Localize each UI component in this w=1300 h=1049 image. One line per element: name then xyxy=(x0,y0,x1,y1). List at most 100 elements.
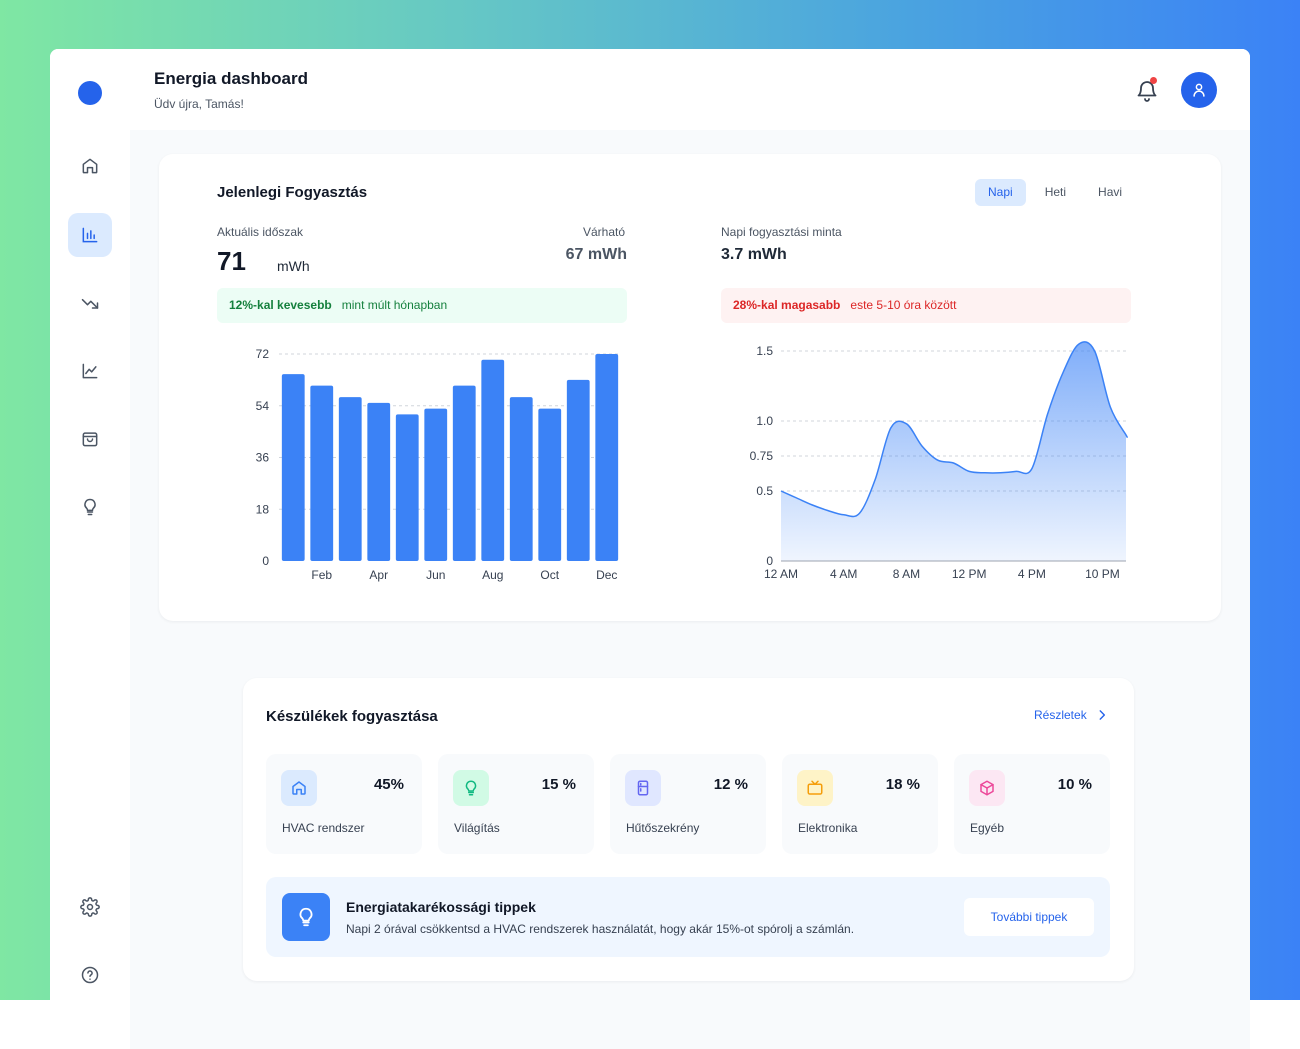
nav-help[interactable] xyxy=(68,953,112,997)
bar xyxy=(424,408,448,561)
device-percent: 15 % xyxy=(541,776,576,793)
devices-card: Készülékek fogyasztása Részletek 45% HVA… xyxy=(243,678,1134,981)
app-window: Energia dashboard Üdv újra, Tamás! Jelen… xyxy=(50,49,1250,1049)
bar xyxy=(509,397,533,561)
period-tabs: Napi Heti Havi xyxy=(975,179,1141,206)
device-name: HVAC rendszer xyxy=(282,821,365,835)
bar xyxy=(367,402,391,561)
x-tick-label: Dec xyxy=(596,568,617,582)
user-icon xyxy=(1193,83,1205,97)
device-percent: 10 % xyxy=(1057,776,1092,793)
energy-tip-box: Energiatakarékossági tippek Napi 2 óráva… xyxy=(266,877,1110,957)
device-tile-fridge[interactable]: 12 % Hűtőszekrény xyxy=(610,754,766,854)
sidebar xyxy=(50,49,130,1049)
bar xyxy=(595,354,619,561)
nav-home[interactable] xyxy=(68,144,112,188)
devices-title: Készülékek fogyasztása xyxy=(266,708,438,725)
x-tick-label: 10 PM xyxy=(1085,567,1120,581)
device-icon-box xyxy=(453,770,489,806)
y-tick-label: 54 xyxy=(256,399,270,413)
tab-havi[interactable]: Havi xyxy=(1098,185,1123,199)
notification-badge xyxy=(1150,77,1157,84)
current-period-label: Aktuális időszak xyxy=(217,225,304,239)
current-value: 71 xyxy=(217,246,246,276)
tip-text: Napi 2 órával csökkentsd a HVAC rendszer… xyxy=(346,922,855,936)
x-tick-label: 12 PM xyxy=(952,567,987,581)
trending-down-icon xyxy=(81,298,99,309)
device-icon-box xyxy=(969,770,1005,806)
avatar[interactable] xyxy=(1181,72,1217,108)
daily-pattern-label: Napi fogyasztási minta xyxy=(721,225,842,239)
device-name: Elektronika xyxy=(798,821,858,835)
y-tick-label: 36 xyxy=(256,451,270,465)
daily-alert-strong: 28%-kal magasabb xyxy=(733,298,841,312)
cube-icon xyxy=(980,780,994,796)
page-subtitle: Üdv újra, Tamás! xyxy=(154,97,244,111)
line-chart-icon xyxy=(82,363,98,379)
bar xyxy=(310,385,334,561)
y-tick-label: 1.0 xyxy=(756,414,773,428)
home-icon xyxy=(292,781,306,795)
x-tick-label: 4 PM xyxy=(1018,567,1046,581)
x-tick-label: 4 AM xyxy=(830,567,857,581)
x-tick-label: Oct xyxy=(540,568,559,582)
monthly-alert-strong: 12%-kal kevesebb xyxy=(229,298,332,312)
more-tips-button[interactable]: További tippek xyxy=(964,898,1094,936)
help-icon xyxy=(81,966,99,984)
x-tick-label: Aug xyxy=(482,568,503,582)
daily-alert-text: este 5-10 óra között xyxy=(850,298,957,312)
device-tile-other[interactable]: 10 % Egyéb xyxy=(954,754,1110,854)
chevron-right-icon xyxy=(1099,710,1105,720)
bar xyxy=(538,408,562,561)
y-tick-label: 0 xyxy=(262,554,269,568)
gear-icon xyxy=(80,897,100,917)
nav-shopping-bag[interactable] xyxy=(68,417,112,461)
header: Energia dashboard Üdv újra, Tamás! xyxy=(130,49,1250,130)
y-tick-label: 72 xyxy=(256,347,270,361)
x-tick-label: Apr xyxy=(369,568,388,582)
bar xyxy=(566,379,590,561)
y-tick-label: 0.75 xyxy=(750,449,774,463)
device-tile-electronics[interactable]: 18 % Elektronika xyxy=(782,754,938,854)
device-percent: 45% xyxy=(373,776,404,793)
device-icon-box xyxy=(797,770,833,806)
monthly-bar-chart: 0 18 36 54 72 Feb Apr Jun Aug Oct Dec xyxy=(256,347,621,582)
tab-napi[interactable]: Napi xyxy=(975,179,1026,206)
lightbulb-icon xyxy=(465,780,477,796)
device-tile-hvac[interactable]: 45% HVAC rendszer xyxy=(266,754,422,854)
bar xyxy=(395,414,419,561)
nav-settings[interactable] xyxy=(68,885,112,929)
bar xyxy=(481,359,505,561)
expected-value: 67 mWh xyxy=(565,246,627,263)
y-tick-label: 18 xyxy=(256,502,270,516)
daily-value: 3.7 mWh xyxy=(721,246,787,263)
area-fill xyxy=(781,341,1128,561)
details-link[interactable]: Részletek xyxy=(1034,708,1109,722)
x-tick-label: 8 AM xyxy=(893,567,920,581)
logo[interactable] xyxy=(78,81,102,105)
monthly-comparison-alert: 12%-kal kevesebb mint múlt hónapban xyxy=(217,288,627,323)
bar xyxy=(452,385,476,561)
nav-lightbulb[interactable] xyxy=(68,485,112,529)
lightbulb-icon xyxy=(299,907,313,927)
device-name: Hűtőszekrény xyxy=(626,821,700,835)
notifications-button[interactable] xyxy=(1135,77,1159,103)
nav-trending-down[interactable] xyxy=(68,281,112,325)
current-unit: mWh xyxy=(277,258,310,274)
bar-chart-icon xyxy=(82,227,98,243)
area-line xyxy=(780,341,1128,518)
x-tick-label: Jun xyxy=(426,568,445,582)
nav-bar-chart[interactable] xyxy=(68,213,112,257)
nav-line-chart[interactable] xyxy=(68,349,112,393)
device-icon-box xyxy=(625,770,661,806)
bar xyxy=(281,374,305,561)
expected-label: Várható xyxy=(583,225,626,239)
tab-heti[interactable]: Heti xyxy=(1044,185,1067,199)
consumption-card: Jelenlegi Fogyasztás Napi Heti Havi Aktu… xyxy=(159,154,1221,621)
y-tick-label: 1.5 xyxy=(756,344,773,358)
x-tick-label: Feb xyxy=(311,568,332,582)
device-tile-lighting[interactable]: 15 % Világítás xyxy=(438,754,594,854)
device-icon-box xyxy=(281,770,317,806)
device-name: Világítás xyxy=(454,821,500,835)
bell-icon xyxy=(1137,81,1157,102)
